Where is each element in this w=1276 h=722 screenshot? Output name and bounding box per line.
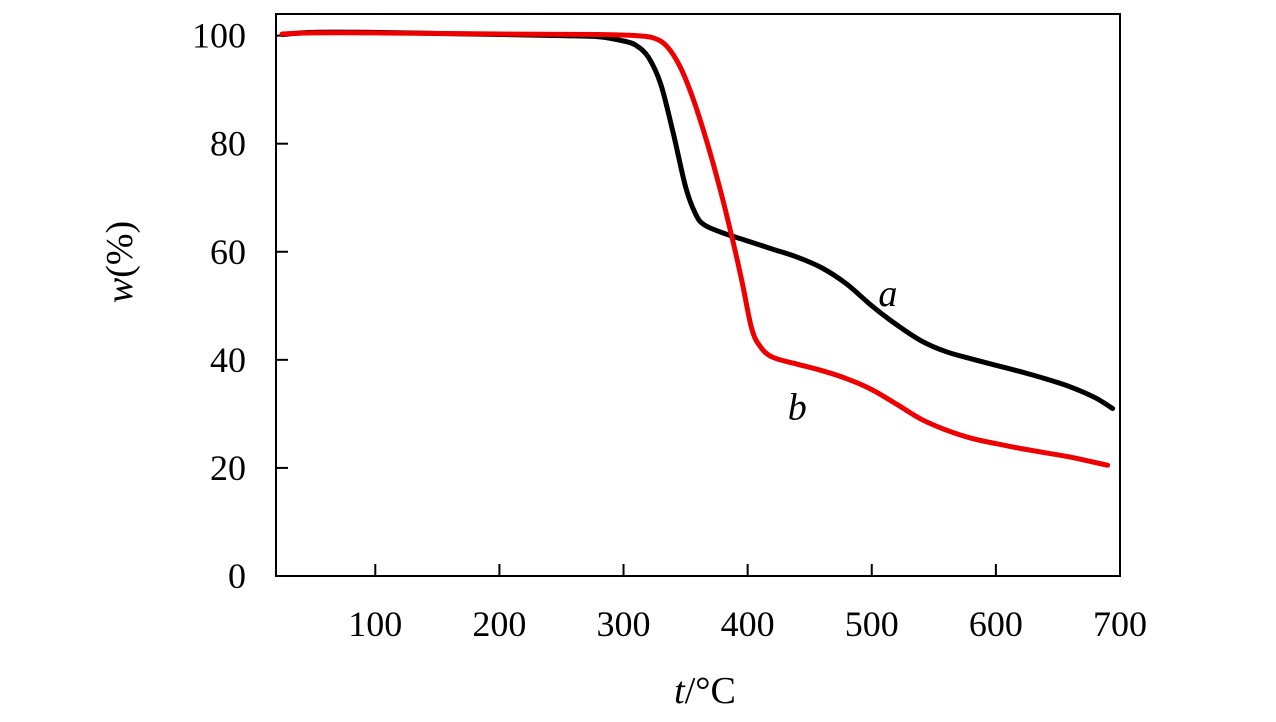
- series-line-b: [279, 30, 1111, 468]
- x-axis-variable: t: [674, 670, 686, 712]
- y-tick-label: 40: [210, 340, 246, 380]
- y-tick-label: 100: [192, 16, 246, 56]
- plot-frame: [275, 13, 1121, 577]
- y-axis-unit: (%): [99, 221, 141, 278]
- x-tick-label: 400: [721, 604, 775, 644]
- series-label-a: a: [878, 273, 897, 315]
- x-tick-label: 300: [597, 604, 651, 644]
- y-tick-label: 60: [210, 232, 246, 272]
- y-tick-label: 20: [210, 448, 246, 488]
- series-line-a: [279, 29, 1116, 411]
- data-curves: [279, 29, 1116, 468]
- x-axis-unit: /°C: [685, 670, 736, 712]
- x-tick-label: 100: [348, 604, 402, 644]
- x-tick-label: 700: [1093, 604, 1147, 644]
- y-axis-variable: w: [99, 277, 141, 303]
- x-tick-label: 200: [472, 604, 526, 644]
- y-axis-label: w(%): [99, 221, 141, 303]
- x-tick-label: 600: [969, 604, 1023, 644]
- axis-ticks: [276, 34, 997, 576]
- axis-tick-labels: 100 200 300 400 500 600 700 0 20 40 60 80 100: [192, 16, 1147, 644]
- y-tick-label: 80: [210, 124, 246, 164]
- x-axis-label: t/°C: [674, 670, 736, 712]
- y-tick-label: 0: [228, 556, 246, 596]
- series-label-b: b: [788, 386, 807, 428]
- curve-labels: ab: [788, 273, 898, 428]
- x-tick-label: 500: [845, 604, 899, 644]
